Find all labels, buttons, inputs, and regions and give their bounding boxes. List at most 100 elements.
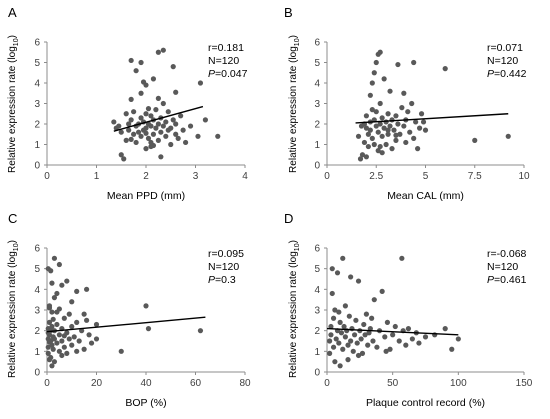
- data-point: [329, 290, 335, 297]
- data-point: [49, 309, 55, 315]
- data-point: [381, 125, 387, 131]
- x-tick-label: 0: [44, 378, 50, 389]
- data-point: [59, 352, 65, 359]
- panel-label: C: [8, 211, 17, 226]
- data-point: [158, 154, 164, 160]
- data-point: [366, 330, 372, 336]
- data-point: [332, 359, 338, 365]
- data-point: [123, 111, 129, 117]
- data-point: [334, 270, 341, 276]
- y-tick-label: 2: [314, 120, 320, 131]
- data-point: [48, 268, 54, 274]
- data-point: [338, 330, 345, 336]
- data-point: [170, 64, 176, 70]
- y-tick-label: 6: [314, 38, 320, 49]
- data-point: [111, 119, 117, 125]
- data-point: [342, 334, 348, 340]
- data-point: [411, 59, 417, 66]
- data-point: [160, 47, 166, 53]
- data-point: [341, 323, 347, 330]
- data-point: [384, 319, 391, 325]
- y-axis-label: Relative expression rate (log10): [288, 240, 301, 378]
- data-point: [393, 132, 399, 138]
- data-point: [390, 332, 396, 338]
- data-point: [148, 113, 154, 119]
- data-point: [116, 123, 122, 129]
- data-point: [403, 342, 409, 348]
- stat-r: r=0.181: [208, 42, 244, 54]
- data-point: [327, 350, 333, 356]
- data-point: [173, 89, 179, 95]
- y-tick-label: 4: [314, 285, 320, 296]
- data-point: [51, 336, 58, 342]
- data-point: [332, 307, 338, 313]
- data-point: [358, 336, 364, 342]
- data-point: [50, 346, 56, 352]
- data-point: [374, 344, 380, 350]
- data-point: [375, 129, 381, 135]
- data-point: [355, 133, 362, 139]
- data-point: [422, 127, 429, 133]
- data-point: [422, 334, 429, 340]
- data-point: [135, 129, 142, 135]
- data-point: [401, 123, 407, 129]
- x-tick-label: 50: [387, 378, 399, 389]
- x-tick-label: 0: [324, 171, 330, 182]
- data-point: [385, 111, 391, 117]
- panel-label: B: [284, 5, 293, 20]
- data-point: [363, 125, 369, 131]
- stat-n: N=120: [208, 261, 239, 273]
- data-point: [505, 133, 511, 139]
- data-point: [69, 323, 75, 330]
- trendline: [46, 316, 206, 333]
- data-point: [88, 340, 95, 346]
- data-point: [416, 340, 422, 346]
- data-point: [383, 119, 389, 125]
- data-point: [155, 95, 161, 101]
- y-tick-label: 2: [34, 326, 40, 337]
- stat-p: P=0.047: [208, 68, 248, 80]
- data-point: [175, 135, 181, 141]
- data-point: [449, 346, 455, 352]
- data-point: [61, 333, 67, 339]
- data-point: [51, 359, 58, 365]
- data-point: [363, 311, 369, 317]
- data-point: [150, 76, 157, 82]
- x-tick-label: 2: [143, 171, 149, 182]
- data-point: [123, 137, 129, 143]
- data-point: [54, 321, 60, 328]
- data-point: [155, 137, 161, 143]
- data-point: [379, 288, 385, 294]
- stat-r: r=-0.068: [487, 248, 527, 260]
- data-point: [56, 332, 62, 338]
- data-point: [392, 323, 398, 330]
- data-point: [56, 261, 62, 268]
- data-point: [330, 315, 337, 321]
- data-point: [187, 123, 194, 129]
- x-tick-label: 1: [94, 171, 100, 182]
- data-point: [393, 137, 399, 143]
- data-point: [342, 303, 348, 309]
- y-tick-label: 2: [34, 120, 40, 131]
- stat-n: N=120: [487, 55, 518, 67]
- y-tick-label: 3: [34, 306, 40, 317]
- data-point: [128, 96, 134, 102]
- y-tick-label: 2: [314, 326, 320, 337]
- data-point: [138, 133, 144, 139]
- data-point: [145, 135, 152, 141]
- data-point: [131, 109, 137, 115]
- data-point: [81, 346, 87, 352]
- x-tick-label: 2.5: [369, 171, 383, 182]
- data-point: [375, 51, 381, 57]
- data-point: [373, 123, 379, 129]
- y-tick-label: 0: [34, 368, 40, 379]
- x-tick-label: 60: [190, 378, 202, 389]
- data-point: [377, 121, 383, 127]
- data-point: [46, 305, 53, 311]
- data-point: [128, 136, 134, 142]
- data-point: [69, 342, 75, 348]
- data-point: [168, 125, 174, 131]
- x-tick-label: 3: [193, 171, 199, 182]
